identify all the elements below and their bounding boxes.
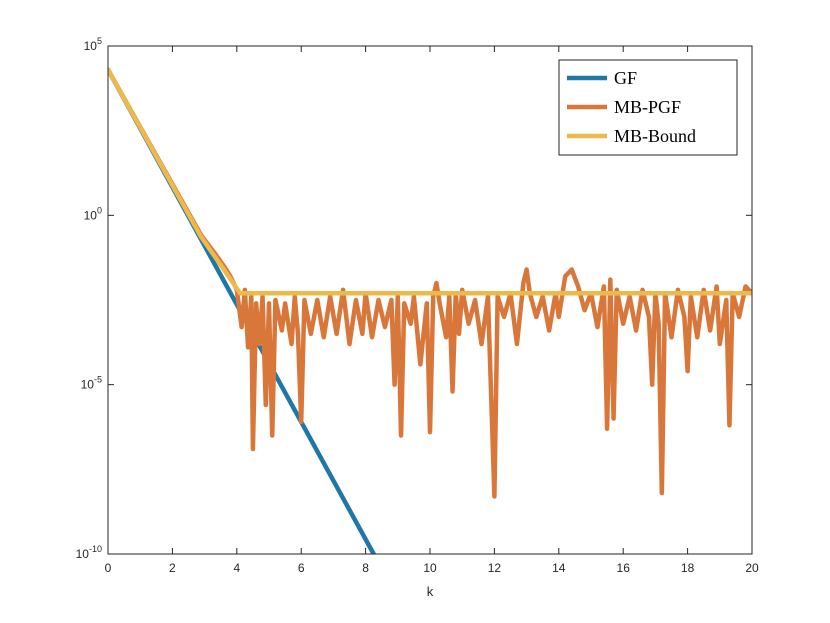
x-axis-label: k (427, 584, 434, 599)
y-tick-label: 10-5 (81, 375, 102, 392)
y-tick-label: 10-10 (76, 544, 102, 561)
x-tick-label: 20 (745, 561, 759, 575)
x-tick-label: 12 (488, 561, 502, 575)
series-line-mb-pgf (108, 67, 752, 499)
x-tick-label: 2 (169, 561, 176, 575)
legend: GF MB-PGF MB-Bound (558, 59, 738, 156)
series-line-mb-bound (108, 67, 752, 296)
x-tick-label: 18 (681, 561, 695, 575)
x-tick-label: 14 (552, 561, 566, 575)
y-tick-label: 105 (84, 36, 102, 53)
x-tick-label: 16 (617, 561, 631, 575)
x-tick-label: 8 (362, 561, 369, 575)
x-tick-label: 4 (233, 561, 240, 575)
legend-label: GF (614, 68, 637, 88)
x-tick-label: 10 (423, 561, 437, 575)
x-tick-label: 6 (298, 561, 305, 575)
y-tick-label: 100 (84, 205, 102, 222)
y-axis: 10-10 10-5 100 105 (76, 36, 752, 561)
x-tick-label: 0 (105, 561, 112, 575)
x-axis: 0 2 4 6 8 10 12 14 16 18 20 (105, 46, 759, 575)
legend-label: MB-Bound (614, 126, 696, 146)
series-layer (108, 67, 752, 554)
legend-label: MB-PGF (614, 97, 681, 117)
